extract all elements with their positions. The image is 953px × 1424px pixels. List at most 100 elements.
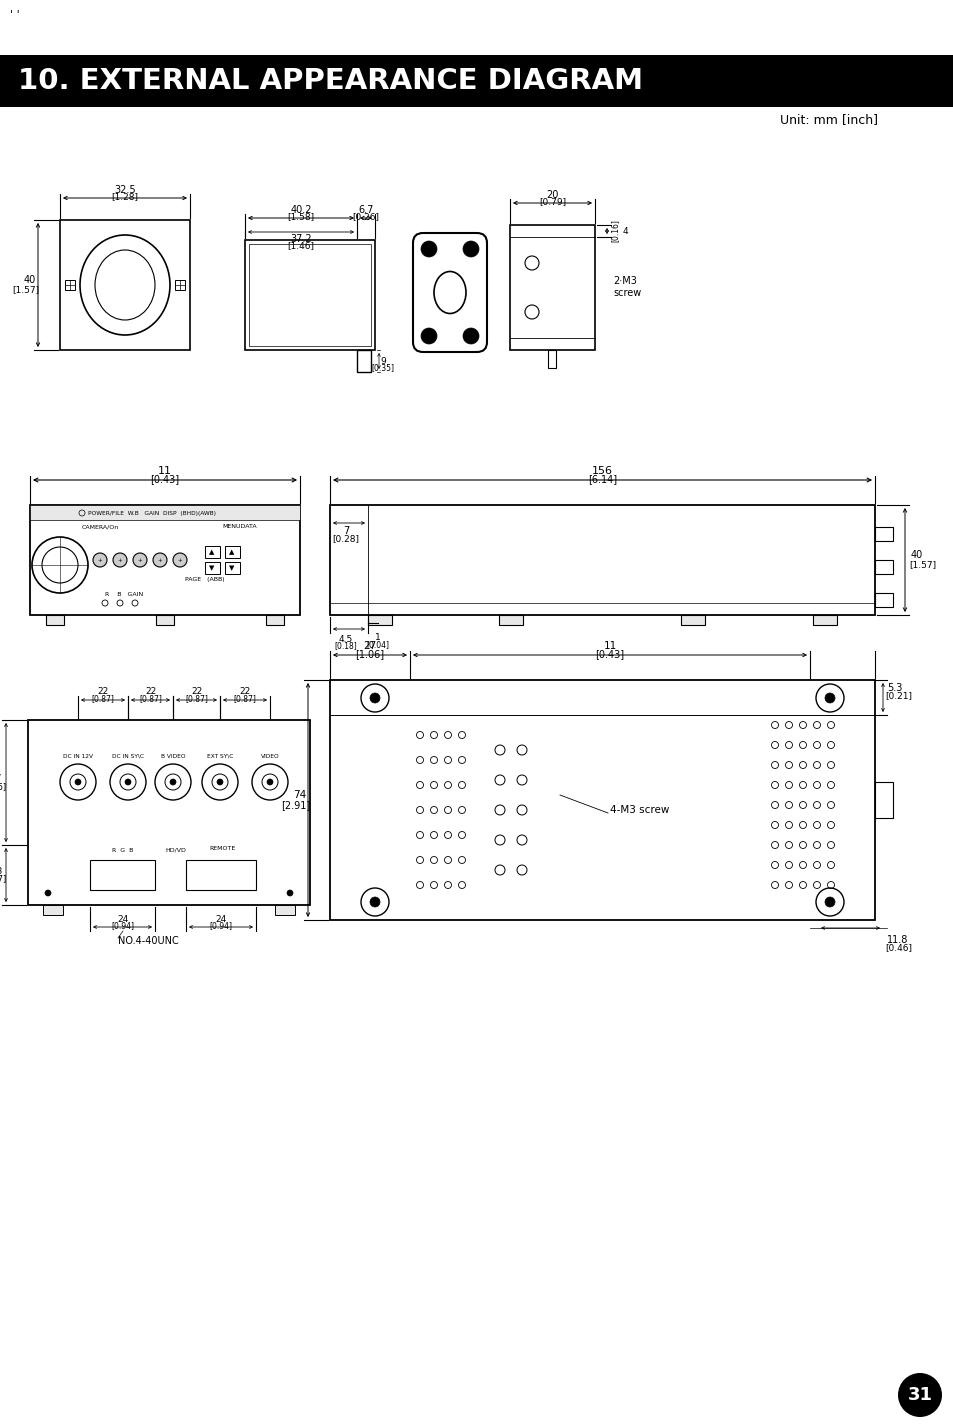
Text: 22: 22 [145, 688, 156, 696]
Circle shape [370, 897, 379, 907]
Bar [60, 219, 190, 350]
Text: 11.8: 11.8 [886, 936, 907, 946]
Text: [0.79]: [0.79] [538, 198, 565, 206]
Text: [0.28]: [0.28] [333, 534, 359, 544]
Text: 1: 1 [375, 632, 380, 641]
Text: ▲: ▲ [229, 550, 234, 555]
Text: [1.46]: [1.46] [287, 242, 314, 251]
Bar [245, 241, 375, 350]
Text: 22: 22 [97, 688, 109, 696]
Bar [249, 244, 371, 346]
Text: 40: 40 [24, 275, 36, 285]
Text: +: + [137, 558, 142, 562]
Text: CAMERA/On: CAMERA/On [82, 524, 119, 530]
Text: 9.3: 9.3 [0, 866, 3, 876]
Text: 22: 22 [191, 688, 202, 696]
Text: 37.2: 37.2 [290, 234, 312, 244]
Bar [43, 906, 63, 916]
Text: 24: 24 [117, 914, 128, 924]
Text: 20: 20 [546, 189, 558, 199]
Bar [274, 906, 294, 916]
Bar [498, 615, 522, 625]
Text: 40: 40 [910, 550, 923, 560]
Circle shape [824, 897, 834, 907]
Text: 11: 11 [158, 466, 172, 476]
Bar [330, 506, 874, 615]
Bar [510, 225, 595, 350]
Text: 27: 27 [363, 641, 376, 651]
Text: 6.7: 6.7 [358, 205, 374, 215]
Bar [90, 860, 154, 890]
Circle shape [92, 553, 107, 567]
Text: 4-M3 screw: 4-M3 screw [609, 805, 669, 815]
Circle shape [45, 890, 51, 896]
Bar [812, 615, 836, 625]
Bar [680, 615, 704, 625]
Text: [2.91]: [2.91] [281, 800, 311, 810]
Text: POWER/FILE  W.B   GAIN  DISP  (BHD)(AWB): POWER/FILE W.B GAIN DISP (BHD)(AWB) [88, 510, 215, 515]
Bar [0, 56, 953, 107]
Text: 11: 11 [602, 641, 616, 651]
Circle shape [824, 693, 834, 703]
Circle shape [132, 553, 147, 567]
Text: [1.58]: [1.58] [287, 212, 314, 222]
Text: 9: 9 [379, 356, 385, 366]
Text: 22: 22 [239, 688, 251, 696]
Text: 27: 27 [0, 775, 2, 783]
Bar [30, 506, 299, 615]
Text: 5.3: 5.3 [886, 684, 902, 693]
Text: VIDEO: VIDEO [260, 753, 279, 759]
Bar [266, 615, 284, 625]
Text: [6.14]: [6.14] [587, 474, 617, 484]
Bar [30, 506, 299, 520]
Circle shape [370, 693, 379, 703]
Bar [356, 350, 371, 372]
Bar [874, 527, 892, 541]
Text: R  G  B: R G B [112, 847, 133, 853]
Circle shape [170, 779, 175, 785]
Text: MENUDATA: MENUDATA [222, 524, 257, 530]
Text: [0.35]: [0.35] [371, 363, 395, 373]
Text: EXT SY\C: EXT SY\C [207, 753, 233, 759]
Text: 32.5: 32.5 [114, 185, 135, 195]
Text: +: + [157, 558, 162, 562]
Text: DC IN SY\C: DC IN SY\C [112, 753, 144, 759]
Text: NO.4-40UNC: NO.4-40UNC [118, 936, 178, 946]
Text: [0.16]: [0.16] [610, 219, 618, 242]
Circle shape [267, 779, 273, 785]
Text: 31: 31 [906, 1386, 931, 1404]
Text: REMOTE: REMOTE [210, 846, 236, 850]
Text: screw: screw [613, 289, 640, 299]
Circle shape [462, 328, 478, 345]
Bar [174, 281, 185, 290]
Text: [0.87]: [0.87] [185, 695, 208, 703]
Bar [186, 860, 255, 890]
Text: +: + [97, 558, 102, 562]
Bar [874, 782, 892, 817]
Text: 7: 7 [342, 525, 349, 535]
Bar [330, 681, 874, 920]
Text: PAGE   (ABB): PAGE (ABB) [185, 578, 225, 582]
Circle shape [125, 779, 131, 785]
Bar [874, 592, 892, 607]
Bar [368, 615, 392, 625]
Text: [0.26]: [0.26] [352, 212, 379, 222]
Text: [1.28]: [1.28] [112, 192, 138, 202]
Circle shape [75, 779, 81, 785]
Bar [205, 545, 220, 558]
Text: [0.18]: [0.18] [335, 641, 357, 651]
Text: [0.43]: [0.43] [151, 474, 179, 484]
Bar [28, 721, 310, 906]
Text: [0.46]: [0.46] [884, 944, 911, 953]
Text: 4.5: 4.5 [338, 635, 353, 644]
Bar [874, 560, 892, 574]
Text: [1.57]: [1.57] [12, 285, 39, 295]
Bar [205, 562, 220, 574]
Text: [0.04]: [0.04] [366, 641, 389, 649]
Text: [0.94]: [0.94] [111, 921, 133, 930]
Text: ▲: ▲ [209, 550, 214, 555]
Text: 24: 24 [215, 914, 227, 924]
Bar [225, 562, 240, 574]
Text: DC IN 12V: DC IN 12V [63, 753, 92, 759]
Circle shape [287, 890, 293, 896]
